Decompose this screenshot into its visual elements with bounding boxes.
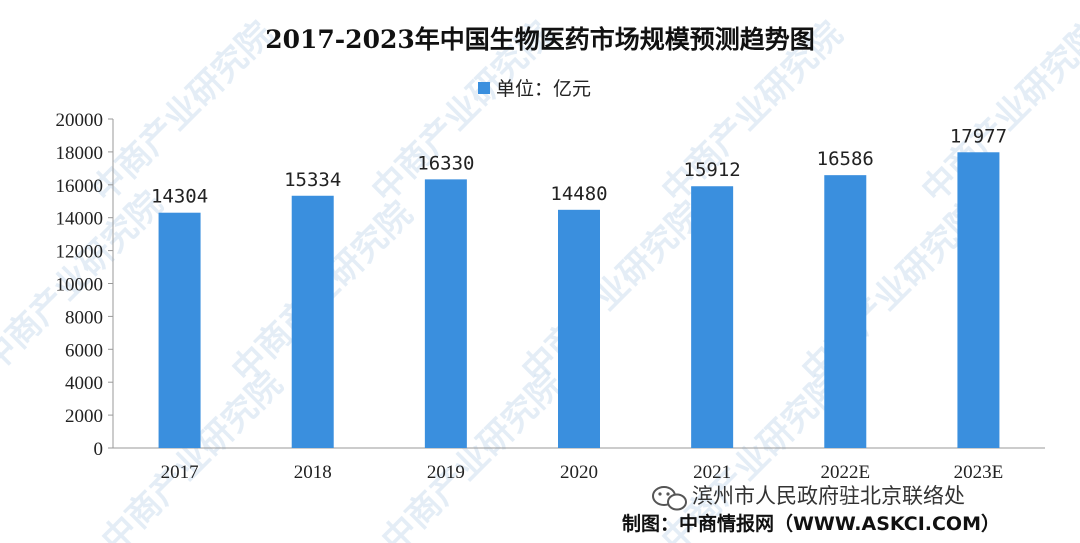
y-tick-label: 16000 [56,176,104,197]
bar-2022E [824,175,867,449]
bars [158,152,1000,449]
x-tick-label: 2020 [560,462,598,483]
legend-label: 单位：亿元 [496,78,591,100]
bar-2017 [158,212,201,448]
bar-2018 [291,195,334,448]
data-label-2018: 15334 [284,169,341,191]
data-label-2020: 14480 [550,183,607,205]
x-tick-label: 2017 [161,462,199,483]
data-label-2017: 14304 [151,186,208,208]
wechat-icon [652,486,687,511]
bar-2020 [558,209,600,448]
x-tick-label: 2021 [693,462,731,483]
y-tick-labels: 0 2000 4000 6000 8000 10000 12000 14000 16000 180… [56,110,113,460]
legend: 单位：亿元 [478,78,591,100]
bar-2021 [691,186,734,448]
watermark-text: 中商产业研究院 [374,364,571,543]
data-label-2022E: 16586 [817,148,874,170]
x-tick-label: 2023E [954,462,1004,483]
y-tick-label: 2000 [65,406,103,427]
x-tick-label: 2022E [820,462,870,483]
x-tick-label: 2018 [294,462,332,483]
y-tick-label: 4000 [65,373,103,394]
source-note: 制图：中商情报网（WWW.ASKCI.COM） [622,512,1000,535]
data-labels: 14304 15334 16330 14480 15912 16586 17977 [151,125,1007,207]
y-tick-label: 6000 [65,340,103,361]
watermark-text: 中商产业研究院 [514,194,711,391]
wechat-account-name: 滨州市人民政府驻北京联络处 [692,484,965,508]
y-tick-label: 20000 [56,110,104,131]
x-tick-labels: 2017 2018 2019 2020 2021 2022E 2023E [161,462,1004,483]
y-tick-label: 12000 [56,242,104,263]
data-label-2023E: 17977 [950,125,1007,147]
data-label-2019: 16330 [417,152,474,174]
bar-2023E [957,152,1000,448]
wechat-attribution: 滨州市人民政府驻北京联络处 [652,484,965,511]
bar-2019 [424,179,467,448]
legend-swatch [478,82,490,94]
y-tick-label: 10000 [56,275,104,296]
x-tick-label: 2019 [427,462,465,483]
y-tick-label: 14000 [56,209,104,230]
data-label-2021: 15912 [684,159,741,181]
chart-title: 2017-2023年中国生物医药市场规模预测趋势图 [265,25,815,54]
y-tick-label: 18000 [56,143,104,164]
y-tick-label: 8000 [65,307,103,328]
y-tick-label: 0 [94,439,104,460]
